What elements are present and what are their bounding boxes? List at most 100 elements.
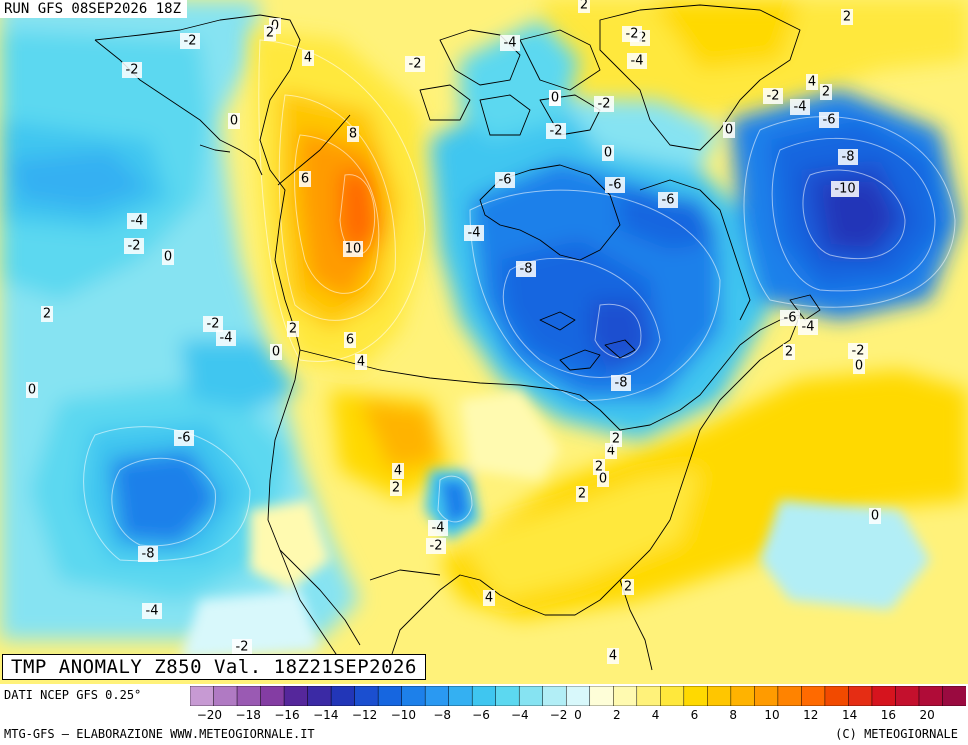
svg-text:-2: -2 <box>598 97 611 112</box>
svg-text:-4: -4 <box>794 100 807 115</box>
colorbar-tick-label: 10 <box>764 708 779 722</box>
svg-text:10: 10 <box>345 242 362 257</box>
contour-label: -2 <box>763 88 783 104</box>
svg-text:2: 2 <box>43 307 51 322</box>
contour-label: 2 <box>610 431 622 447</box>
contour-label: 4 <box>302 50 314 66</box>
contour-label: -8 <box>611 375 631 391</box>
svg-text:-2: -2 <box>207 317 220 332</box>
svg-text:-6: -6 <box>662 193 675 208</box>
colorbar-swatch <box>942 686 966 706</box>
temperature-anomaly-map: 0-22-2-24086-4-20102-2-402640-6-8-442-4-… <box>0 0 968 684</box>
svg-text:4: 4 <box>485 591 493 606</box>
svg-text:-8: -8 <box>615 376 628 391</box>
contour-label: 2 <box>820 84 832 100</box>
credit-line: MTG-GFS – ELABORAZIONE WWW.METEOGIORNALE… <box>4 727 315 741</box>
data-source: DATI NCEP GFS 0.25° <box>4 688 142 702</box>
colorbar-swatch <box>636 686 662 706</box>
svg-text:-2: -2 <box>409 57 422 72</box>
svg-text:0: 0 <box>599 472 607 487</box>
colorbar-ticks: −20 −18 −16 −14 −12 −10 −8 −6 −4 −2 0 2 4 6 8 10 12 14 16 2… <box>197 708 935 722</box>
colorbar-tick-label: 12 <box>803 708 818 722</box>
svg-text:2: 2 <box>392 481 400 496</box>
svg-text:-8: -8 <box>520 262 533 277</box>
anomaly-field <box>0 0 968 660</box>
svg-text:2: 2 <box>595 460 603 475</box>
colorbar-tick-label: 2 <box>613 708 621 722</box>
colorbar-tick-label: −6 <box>472 708 490 722</box>
svg-text:-10: -10 <box>834 182 855 197</box>
svg-text:-6: -6 <box>609 178 622 193</box>
svg-text:-2: -2 <box>767 89 780 104</box>
colorbar-tick-label: −8 <box>433 708 451 722</box>
contour-lines <box>83 39 956 562</box>
contour-label: 6 <box>344 332 356 348</box>
contour-label: 2 <box>622 579 634 595</box>
colorbar-swatch <box>707 686 732 706</box>
svg-text:0: 0 <box>164 250 172 265</box>
svg-text:0: 0 <box>230 114 238 129</box>
svg-text:-4: -4 <box>131 214 144 229</box>
colorbar-tick-label: 16 <box>881 708 896 722</box>
contour-label: -4 <box>464 225 484 241</box>
contour-label: 4 <box>806 74 818 90</box>
svg-text:4: 4 <box>607 444 615 459</box>
contour-label: -2 <box>848 343 868 359</box>
colorbar-swatch <box>190 686 215 706</box>
contour-label: 0 <box>853 358 865 374</box>
svg-text:2: 2 <box>843 10 851 25</box>
contour-label: -4 <box>127 213 147 229</box>
contour-label: 0 <box>602 145 614 161</box>
colorbar-tick-label: −12 <box>352 708 377 722</box>
colorbar-swatch <box>754 686 779 706</box>
contour-label: -4 <box>142 603 162 619</box>
svg-text:-6: -6 <box>784 311 797 326</box>
colorbar-swatch <box>613 686 638 706</box>
colorbar-tick-label: −18 <box>236 708 261 722</box>
svg-text:-2: -2 <box>126 63 139 78</box>
svg-text:-4: -4 <box>146 604 159 619</box>
colorbar-swatch <box>307 686 332 706</box>
contour-label: 0 <box>162 249 174 265</box>
contour-label: 0 <box>228 113 240 129</box>
contour-label: 0 <box>26 382 38 398</box>
colorbar-swatch <box>683 686 709 706</box>
contour-label: 2 <box>578 0 590 13</box>
colorbar-tick-label: −2 <box>550 708 568 722</box>
colorbar-tick-label: 14 <box>842 708 857 722</box>
contour-label: -2 <box>180 33 200 49</box>
svg-text:-8: -8 <box>142 547 155 562</box>
contour-label: 0 <box>270 344 282 360</box>
svg-text:6: 6 <box>301 172 309 187</box>
svg-text:4: 4 <box>808 75 816 90</box>
contour-label: 2 <box>841 9 853 25</box>
contour-label: -6 <box>174 430 194 446</box>
svg-text:-2: -2 <box>852 344 865 359</box>
contour-label: 4 <box>392 463 404 479</box>
contour-label: -2 <box>405 56 425 72</box>
contour-label: -2 <box>203 316 223 332</box>
contour-label: 8 <box>347 126 359 142</box>
svg-text:-6: -6 <box>499 173 512 188</box>
svg-text:4: 4 <box>304 51 312 66</box>
svg-text:8: 8 <box>349 127 357 142</box>
contour-label: -6 <box>819 112 839 128</box>
colorbar-swatch <box>213 686 238 706</box>
contour-labels: 0-22-2-24086-4-20102-2-402640-6-8-442-4-… <box>26 0 881 664</box>
svg-text:0: 0 <box>725 123 733 138</box>
contour-label: -2 <box>232 639 252 655</box>
svg-text:0: 0 <box>855 359 863 374</box>
colorbar-swatch <box>824 686 850 706</box>
svg-text:2: 2 <box>580 0 588 13</box>
contour-label: 4 <box>483 590 495 606</box>
colorbar-tick-label: 8 <box>729 708 737 722</box>
contour-label: 10 <box>343 241 363 257</box>
colorbar-swatch <box>377 686 403 706</box>
colorbar-swatch <box>801 686 826 706</box>
svg-text:0: 0 <box>604 146 612 161</box>
contour-label: 2 <box>576 486 588 502</box>
contour-label: -4 <box>216 330 236 346</box>
svg-text:2: 2 <box>578 487 586 502</box>
contour-label: -6 <box>780 310 800 326</box>
contour-label: 0 <box>597 471 609 487</box>
